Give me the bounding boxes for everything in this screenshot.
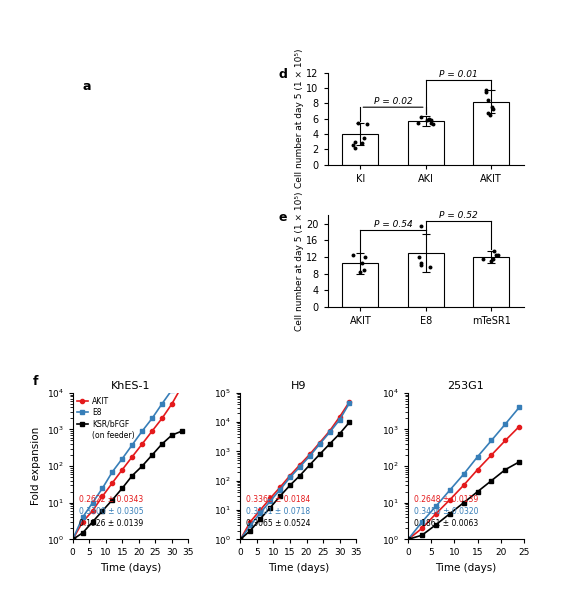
Point (417, 221, 426, 230)
Point (356, 267, 365, 276)
Point (426, 115, 435, 125)
Point (491, 250, 501, 260)
Bar (342, 134, 378, 165)
Text: f: f (32, 375, 38, 388)
Legend: AKIT, E8, KSR/bFGF, (on feeder): AKIT, E8, KSR/bFGF, (on feeder) (77, 397, 134, 439)
Point (488, 105, 498, 115)
X-axis label: Time (days): Time (days) (100, 563, 161, 573)
Point (363, 119, 372, 129)
Point (354, 118, 363, 127)
Point (478, 255, 488, 264)
Point (360, 265, 369, 275)
Point (360, 252, 370, 262)
Text: d: d (279, 68, 288, 81)
Point (487, 256, 496, 266)
Text: 0.2648 ± 0.0139: 0.2648 ± 0.0139 (414, 495, 478, 504)
Point (484, 95, 493, 104)
Point (425, 262, 435, 272)
Point (481, 85, 491, 95)
Point (485, 110, 495, 120)
Point (348, 250, 357, 260)
Text: 0.3456 ± 0.0320: 0.3456 ± 0.0320 (414, 507, 478, 516)
Point (357, 138, 367, 148)
Point (416, 258, 425, 268)
Y-axis label: Cell number at day 5 (1 × 10⁵): Cell number at day 5 (1 × 10⁵) (294, 191, 303, 331)
Y-axis label: Cell number at day 5 (1 × 10⁵): Cell number at day 5 (1 × 10⁵) (294, 49, 303, 188)
Text: e: e (279, 211, 287, 224)
Point (488, 255, 498, 264)
Text: P = 0.54: P = 0.54 (374, 219, 413, 228)
Point (349, 141, 358, 150)
Text: 0.1861 ± 0.0063: 0.1861 ± 0.0063 (414, 519, 478, 528)
Text: P = 0.02: P = 0.02 (374, 97, 413, 106)
Point (489, 246, 499, 256)
Title: H9: H9 (290, 381, 306, 391)
Bar (408, 253, 443, 307)
Point (487, 102, 496, 112)
X-axis label: Time (days): Time (days) (268, 563, 329, 573)
Text: 0.1926 ± 0.0139: 0.1926 ± 0.0139 (79, 519, 143, 528)
Point (350, 143, 360, 153)
Bar (408, 121, 443, 165)
Text: 0.3101 ± 0.0718: 0.3101 ± 0.0718 (246, 507, 310, 516)
Text: 0.3300 ± 0.0305: 0.3300 ± 0.0305 (79, 507, 143, 516)
Point (359, 133, 368, 142)
Point (427, 118, 436, 127)
Point (428, 119, 438, 129)
Y-axis label: Fold expansion: Fold expansion (31, 427, 41, 505)
Text: 0.2622 ± 0.0343: 0.2622 ± 0.0343 (79, 495, 143, 504)
Bar (473, 102, 509, 165)
Text: 0.3362 ± 0.0184: 0.3362 ± 0.0184 (246, 495, 310, 504)
Bar (342, 263, 378, 307)
Text: P = 0.01: P = 0.01 (439, 70, 478, 79)
Point (483, 108, 492, 118)
Bar (473, 257, 509, 307)
Point (358, 258, 367, 268)
Point (414, 118, 423, 127)
Point (494, 250, 503, 260)
Text: P = 0.52: P = 0.52 (439, 211, 478, 220)
Title: KhES-1: KhES-1 (111, 381, 150, 391)
Point (424, 114, 434, 124)
Point (481, 87, 491, 97)
Point (350, 137, 360, 147)
Text: a: a (83, 80, 91, 93)
Point (417, 112, 426, 122)
Point (423, 115, 432, 125)
Text: 0.3065 ± 0.0524: 0.3065 ± 0.0524 (246, 519, 311, 528)
Point (414, 252, 424, 262)
Title: 253G1: 253G1 (448, 381, 484, 391)
Point (416, 261, 425, 270)
X-axis label: Time (days): Time (days) (435, 563, 496, 573)
